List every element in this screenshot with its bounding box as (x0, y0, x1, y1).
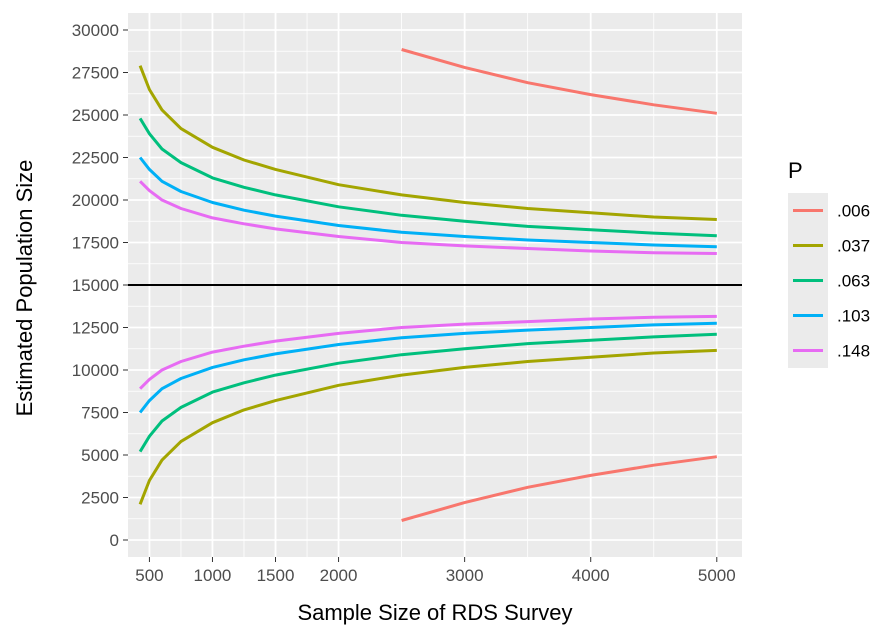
legend: P .006 .037 .063 .103 .148 (788, 158, 870, 368)
y-tick-label: 7500 (81, 404, 119, 423)
y-tick-label: 15000 (72, 276, 119, 295)
minor-gridlines (128, 13, 742, 557)
series-line-p103-upper (138, 156, 717, 249)
y-tick-label: 30000 (72, 21, 119, 40)
legend-label: .006 (837, 202, 870, 221)
y-tick-label: 10000 (72, 361, 119, 380)
y-tick-label: 27500 (72, 64, 119, 83)
x-tick-label: 1500 (257, 566, 295, 585)
y-tick-label: 2500 (81, 489, 119, 508)
legend-label: .037 (837, 237, 870, 256)
x-tick-label: 500 (135, 566, 163, 585)
series-line-p148-lower (139, 314, 717, 390)
major-gridlines (128, 13, 742, 557)
x-tick-label: 2000 (320, 566, 358, 585)
series-line-p006-upper (401, 48, 718, 115)
y-tick-label: 22500 (72, 149, 119, 168)
x-axis-title: Sample Size of RDS Survey (297, 600, 572, 625)
y-tick-label: 25000 (72, 106, 119, 125)
y-tick-label: 20000 (72, 191, 119, 210)
y-tick-label: 12500 (72, 319, 119, 338)
y-axis-title: Estimated Population Size (12, 160, 37, 417)
series-line-p063-upper (138, 117, 717, 238)
y-tick-label: 17500 (72, 234, 119, 253)
series-line-p103-lower (138, 321, 717, 414)
x-axis: 500 1000 1500 2000 3000 4000 5000 (135, 557, 736, 585)
y-axis: 0 2500 5000 7500 10000 12500 15000 17500 20000 22… (72, 21, 128, 550)
legend-label: .103 (837, 307, 870, 326)
series-line-p063-lower (138, 332, 717, 453)
series-lines (138, 48, 718, 522)
x-tick-label: 1000 (194, 566, 232, 585)
y-tick-label: 5000 (81, 446, 119, 465)
x-tick-label: 5000 (698, 566, 736, 585)
series-line-p037-upper (138, 65, 717, 221)
legend-label: .063 (837, 272, 870, 291)
series-line-p148-upper (139, 180, 717, 255)
x-tick-label: 4000 (572, 566, 610, 585)
legend-title: P (788, 158, 803, 183)
y-tick-label: 0 (110, 531, 119, 550)
legend-label: .148 (837, 342, 870, 361)
series-line-p037-lower (138, 348, 717, 505)
series-line-p006-lower (401, 455, 718, 522)
x-tick-label: 3000 (446, 566, 484, 585)
